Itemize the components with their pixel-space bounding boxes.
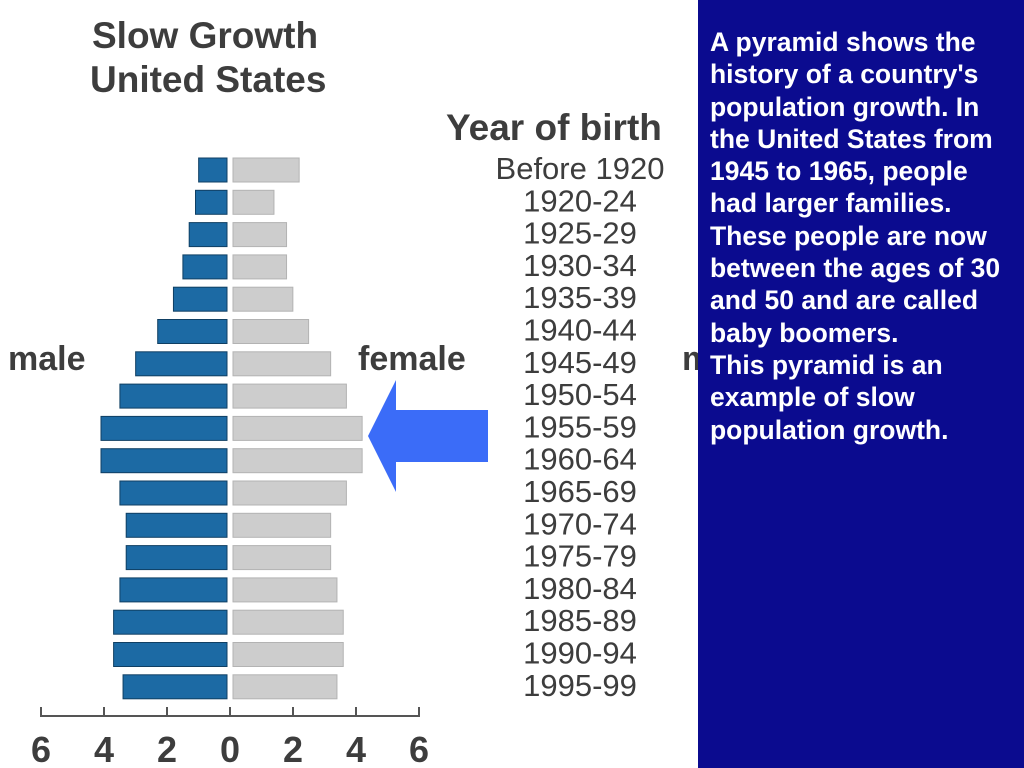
male-bar	[195, 189, 228, 215]
category-label: 1935-39	[523, 280, 637, 315]
male-bar	[100, 415, 228, 441]
male-bar	[125, 545, 228, 571]
category-label: 1955-59	[523, 409, 637, 444]
category-label: 1925-29	[523, 216, 637, 251]
female-bar	[232, 674, 338, 700]
category-label: Before 1920	[496, 151, 665, 186]
x-tick-label: 2	[283, 729, 303, 768]
male-bar	[122, 674, 228, 700]
female-bar	[232, 512, 332, 538]
female-bar	[232, 415, 363, 441]
population-pyramid-chart: Slow Growth United States Year of birth …	[8, 15, 698, 768]
female-bar	[232, 448, 363, 474]
x-tick-label: 4	[346, 729, 366, 768]
caption-paragraph-2: This pyramid is an example of slow popul…	[710, 349, 949, 445]
x-tick-label: 6	[31, 729, 51, 768]
female-bar	[232, 480, 347, 506]
male-bar	[135, 351, 228, 377]
female-bar	[232, 157, 300, 183]
male-bar	[113, 609, 228, 635]
male-label: male	[8, 340, 86, 378]
x-tick-label: 6	[409, 729, 429, 768]
left-arrow-icon	[368, 380, 488, 492]
female-bar	[232, 545, 332, 571]
category-labels: Before 19201920-241925-291930-341935-391…	[496, 151, 665, 703]
category-label: 1960-64	[523, 442, 637, 477]
female-label: female	[358, 340, 466, 378]
category-label: 1995-99	[523, 668, 637, 703]
male-bar	[182, 254, 228, 280]
male-bar	[172, 286, 228, 312]
female-bar	[232, 319, 310, 344]
male-bar	[119, 577, 228, 603]
male-bar	[119, 480, 228, 506]
male-bar	[198, 157, 228, 183]
male-bar	[125, 512, 228, 538]
male-bar	[157, 319, 228, 344]
bars-group	[100, 157, 363, 700]
chart-title-line-2: United States	[90, 59, 326, 100]
right-edge-label: m	[682, 340, 698, 378]
category-label: 1980-84	[523, 571, 637, 606]
category-label: 1965-69	[523, 474, 637, 509]
slide-caption: A pyramid shows the history of a country…	[710, 26, 1018, 446]
caption-paragraph-1: A pyramid shows the history of a country…	[710, 27, 1001, 348]
female-bar	[232, 189, 275, 215]
female-bar	[232, 577, 338, 603]
category-label: 1975-79	[523, 539, 637, 574]
female-bar	[232, 222, 288, 248]
male-bar	[100, 448, 228, 474]
female-bar	[232, 383, 347, 409]
male-bar	[113, 642, 228, 667]
category-label: 1930-34	[523, 248, 637, 283]
category-label: 1950-54	[523, 377, 637, 412]
x-axis: 6 4 2 0 2 4 6	[31, 707, 429, 768]
category-label: 1940-44	[523, 313, 637, 348]
category-label: 1970-74	[523, 506, 637, 541]
category-label: 1945-49	[523, 345, 637, 380]
category-label: 1985-89	[523, 603, 637, 638]
female-bar	[232, 351, 332, 377]
x-tick-label: 4	[94, 729, 114, 768]
male-bar	[188, 222, 228, 248]
pyramid-chart-panel: Slow Growth United States Year of birth …	[0, 0, 698, 768]
female-bar	[232, 254, 288, 280]
female-bar	[232, 286, 294, 312]
female-bar	[232, 642, 344, 667]
female-bar	[232, 609, 344, 635]
x-tick-label: 0	[220, 729, 240, 768]
category-label: 1920-24	[523, 183, 637, 218]
male-bar	[119, 383, 228, 409]
x-tick-label: 2	[157, 729, 177, 768]
category-label: 1990-94	[523, 636, 637, 671]
category-axis-label: Year of birth	[446, 107, 662, 148]
chart-title-line-1: Slow Growth	[92, 15, 318, 56]
